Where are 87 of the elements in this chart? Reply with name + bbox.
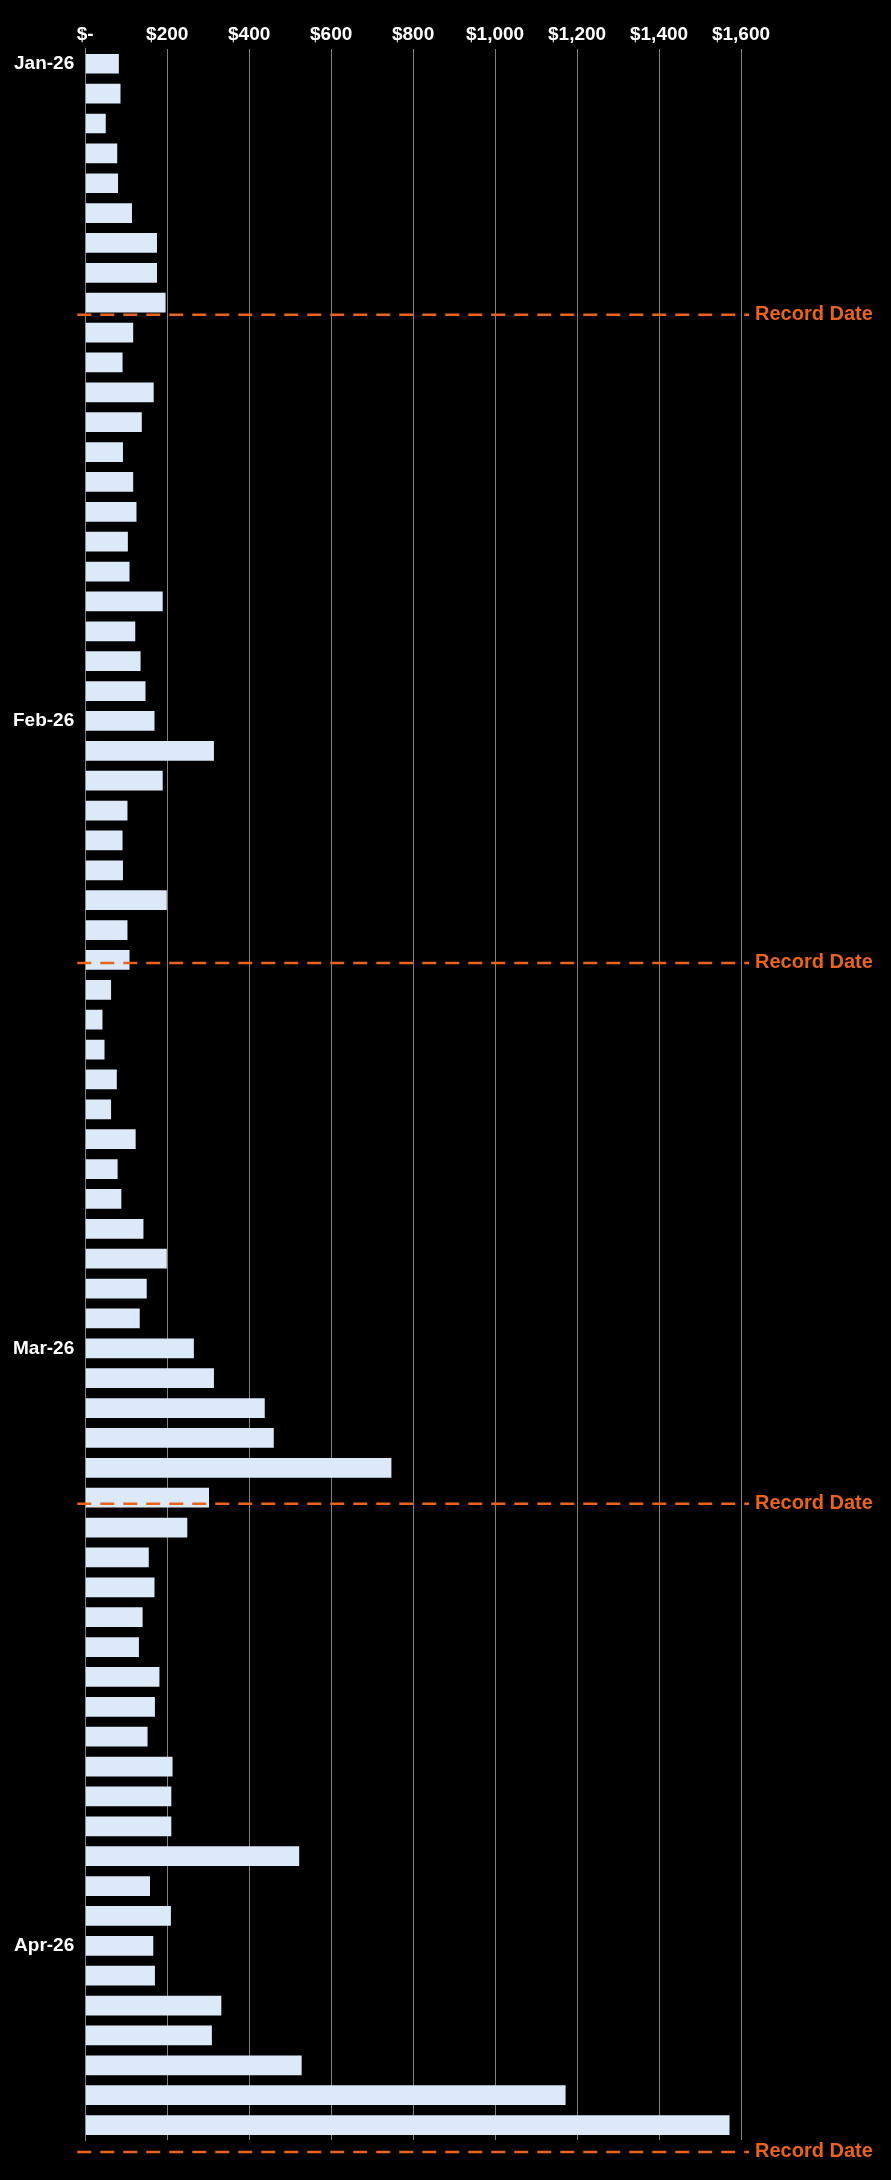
bar — [85, 800, 128, 821]
x-tick-label: $1,000 — [466, 22, 525, 44]
bar — [85, 143, 118, 164]
bar — [85, 651, 141, 672]
bar — [85, 1577, 155, 1598]
bar — [85, 1876, 150, 1896]
bar — [85, 173, 119, 194]
bar — [85, 1099, 112, 1120]
bar — [85, 1278, 147, 1299]
bar — [85, 412, 142, 433]
y-tick-label: Feb-26 — [13, 709, 75, 731]
bar — [85, 591, 163, 612]
bar — [85, 890, 167, 911]
x-tick-label: $1,400 — [629, 22, 689, 44]
bar — [85, 292, 166, 313]
bar — [85, 1696, 155, 1717]
x-tick-label: $200 — [146, 22, 189, 44]
bar — [85, 1159, 118, 1179]
bar — [85, 1995, 222, 2016]
bar — [85, 830, 123, 851]
x-tick-label: $- — [76, 22, 94, 44]
y-tick-label: Mar-26 — [13, 1336, 75, 1358]
bar — [85, 2025, 212, 2046]
text: Record Date — [755, 950, 873, 973]
bar — [85, 322, 134, 343]
bar — [85, 1457, 392, 1478]
bar — [85, 263, 157, 283]
bar — [85, 1129, 136, 1150]
bar — [85, 681, 146, 701]
bar — [85, 442, 123, 462]
bar — [85, 950, 130, 970]
bar — [85, 1308, 140, 1329]
bar — [85, 472, 134, 492]
bar — [85, 1935, 154, 1956]
bar — [85, 2085, 566, 2106]
bar — [85, 621, 136, 642]
bar — [85, 113, 106, 134]
text: Record Date — [755, 2139, 873, 2162]
bar — [85, 1726, 148, 1747]
bar — [85, 740, 214, 761]
bar — [85, 979, 112, 1000]
bar — [85, 711, 155, 731]
bar — [85, 920, 128, 940]
bar — [85, 2115, 730, 2135]
bar — [85, 1398, 265, 1418]
bar — [85, 203, 132, 223]
bar — [85, 233, 157, 253]
bar — [85, 860, 123, 881]
bar — [85, 1607, 143, 1628]
bar — [85, 1428, 274, 1448]
bar — [85, 1368, 214, 1389]
bar — [85, 1009, 103, 1030]
bar — [85, 561, 130, 582]
bar — [85, 1906, 171, 1926]
x-tick-label: $600 — [310, 22, 353, 44]
y-tick-label: Jan-26 — [14, 51, 75, 73]
text: Record Date — [755, 302, 873, 325]
bar — [85, 1069, 117, 1090]
text: Record Date — [755, 1491, 873, 1514]
bar — [85, 83, 121, 104]
bar — [85, 1637, 139, 1657]
bar — [85, 1816, 172, 1837]
y-tick-label: Apr-26 — [14, 1934, 75, 1956]
bar — [85, 352, 123, 373]
bar — [85, 1786, 172, 1807]
bar — [85, 770, 163, 791]
bar — [85, 1756, 173, 1777]
x-tick-label: $1,600 — [711, 22, 771, 44]
bar — [85, 1189, 122, 1209]
bar — [85, 1338, 194, 1359]
bar — [85, 53, 119, 74]
x-tick-label: $1,200 — [548, 22, 607, 44]
bar — [85, 2055, 302, 2076]
bar — [85, 1846, 300, 1867]
bar — [85, 501, 137, 522]
bar — [85, 531, 128, 552]
bar — [85, 1517, 188, 1538]
bar — [85, 382, 154, 403]
x-tick-label: $800 — [391, 22, 435, 44]
bar — [85, 1218, 144, 1239]
bar — [85, 1547, 149, 1568]
bar — [85, 1039, 105, 1060]
bar — [85, 1965, 155, 1986]
bar — [85, 1248, 167, 1269]
x-tick-label: $400 — [228, 22, 271, 44]
bar — [85, 1667, 160, 1687]
bar — [85, 1487, 210, 1508]
